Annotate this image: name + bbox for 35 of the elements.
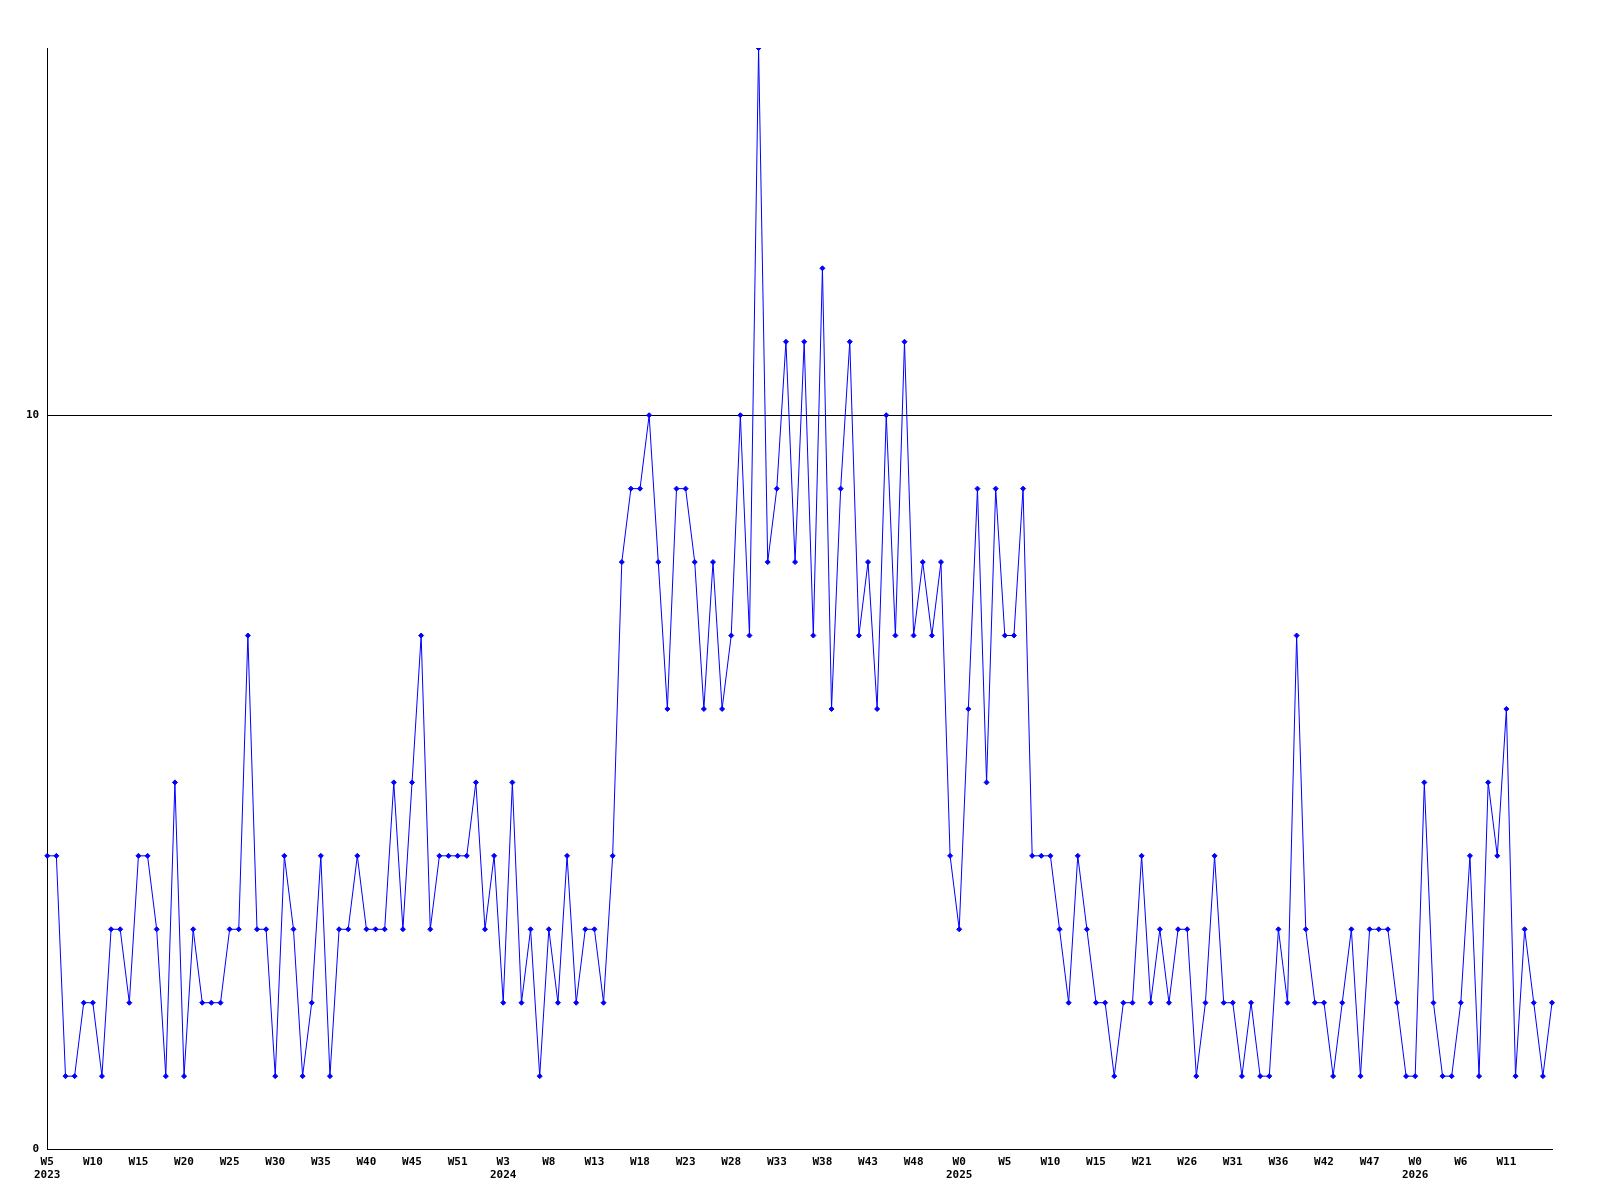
x-tick-label: W18 [630,1155,650,1169]
x-tick-label: W21 [1131,1155,1152,1169]
x-tick-label: W20 [174,1155,194,1169]
x-tick-label: W48 [903,1155,924,1169]
x-tick-label: W25 [219,1155,240,1169]
x-tick-label: W43 [858,1155,878,1169]
x-tick-label: W10 [82,1155,103,1169]
x-tick-label: W26 [1177,1155,1198,1169]
x-tick-label: W10 [1040,1155,1061,1169]
x-tick-label: W13 [584,1155,605,1169]
x-tick-label: W42 [1314,1155,1334,1169]
x-tick-label: W15 [128,1155,149,1169]
x-tick-label: W5 [998,1155,1012,1169]
x-tick-label: W23 [675,1155,696,1169]
x-tick-label: W15 [1086,1155,1106,1169]
x-tick-label: W51 [447,1155,468,1169]
y-tick-label: 10 [26,408,40,422]
x-tick-label: W31 [1222,1155,1244,1169]
x-tick-label: W11 [1496,1155,1517,1169]
x-tick-label: W35 [310,1155,331,1169]
x-tick-label: W45 [402,1155,422,1169]
x-tick-label: W30 [265,1155,286,1169]
x-tick-label: W8 [542,1155,556,1169]
x-tick-label: W47 [1359,1155,1380,1169]
x-tick-label: W33 [766,1155,787,1169]
x-tick-label: W3 2024 [489,1155,517,1182]
x-tick-label: W6 [1454,1155,1468,1169]
x-tick-label: W40 [356,1155,377,1169]
x-tick-label: W38 [812,1155,833,1169]
x-tick-label: W36 [1268,1155,1289,1169]
x-tick-label: W5 2023 [34,1155,61,1182]
x-tick-label: W0 2025 [945,1155,973,1182]
y-tick-label: 0 [32,1142,40,1156]
x-tick-label: W0 2026 [1401,1155,1429,1182]
x-tick-label: W28 [721,1155,742,1169]
